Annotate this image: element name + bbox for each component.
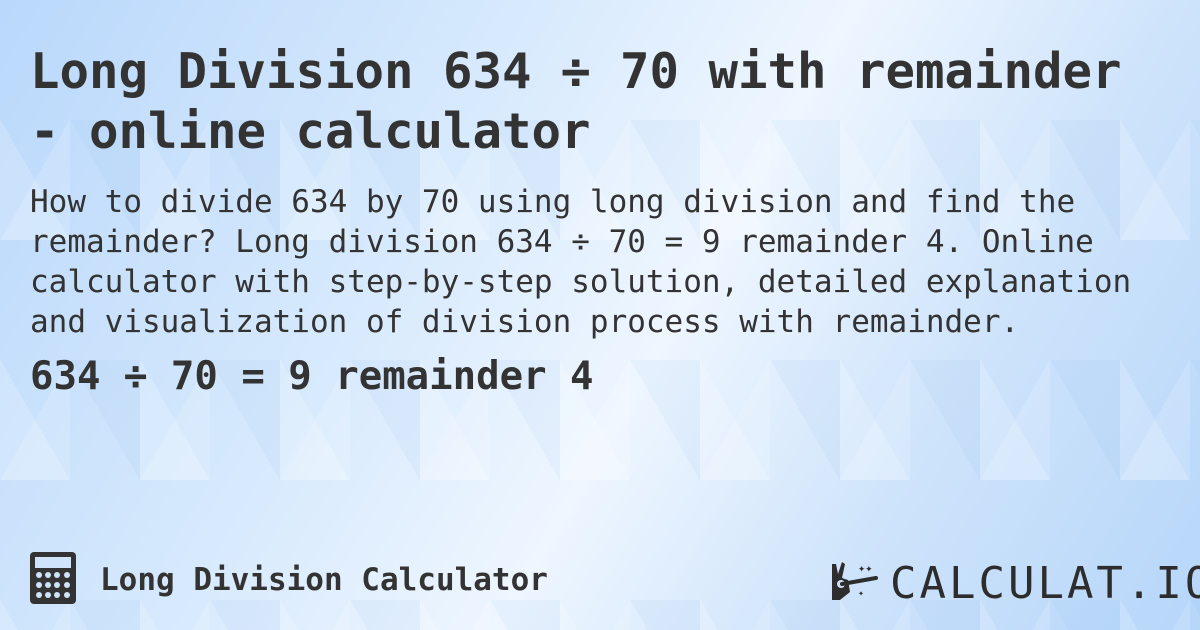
- svg-text:✦: ✦: [858, 588, 864, 599]
- calculator-link[interactable]: Long Division Calculator: [30, 552, 548, 608]
- page-description: How to divide 634 by 70 using long divis…: [30, 184, 1132, 340]
- logo-text: CALCULAT.IO: [890, 558, 1200, 609]
- svg-text:✦✦: ✦✦: [858, 561, 872, 575]
- magic-wand-hand-icon: ✦✦ ✦: [828, 560, 880, 608]
- calculator-label: Long Division Calculator: [100, 562, 548, 598]
- result-text: 634 ÷ 70 = 9 remainder 4: [30, 354, 594, 399]
- calculat-io-logo[interactable]: ✦✦ ✦ CALCULAT.IO: [828, 558, 1200, 609]
- page-title: Long Division 634 ÷ 70 with remainder - …: [30, 43, 1122, 160]
- calculator-icon: [30, 552, 76, 608]
